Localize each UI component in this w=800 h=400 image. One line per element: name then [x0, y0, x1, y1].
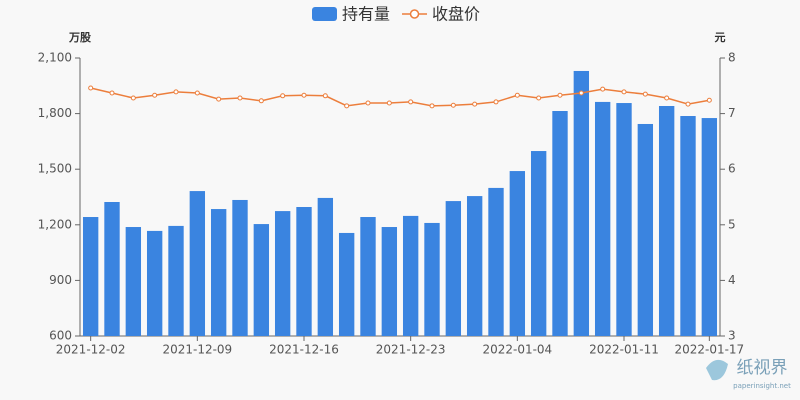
y-tick-label: 900	[49, 273, 72, 287]
y2-tick-label: 4	[728, 273, 736, 287]
price-point	[664, 95, 670, 101]
bar	[445, 201, 462, 336]
bar	[338, 232, 355, 336]
price-point	[216, 96, 222, 102]
y2-tick-label: 8	[728, 51, 736, 65]
bar	[680, 116, 696, 336]
watermark-name: 纸视界	[737, 358, 788, 378]
bar	[573, 70, 590, 337]
price-point	[386, 100, 392, 106]
bar	[253, 224, 270, 336]
price-point	[450, 102, 456, 108]
legend-label: 持有量	[342, 5, 390, 24]
legend-swatch-point	[409, 9, 420, 19]
price-point	[301, 92, 307, 98]
y2-tick-label: 7	[728, 106, 736, 120]
bar	[360, 217, 376, 336]
bar	[146, 230, 163, 336]
y2-tick-label: 5	[728, 217, 736, 231]
price-point	[194, 90, 200, 96]
y2-tick-label: 3	[728, 329, 736, 343]
y-tick-label: 1,800	[38, 106, 72, 120]
x-tick-label: 2021-12-02	[56, 343, 126, 357]
y-axis-label: 万股	[68, 31, 92, 44]
bar	[104, 202, 120, 336]
bar	[488, 187, 504, 336]
bar	[424, 222, 440, 336]
bar	[232, 199, 248, 336]
bar	[296, 207, 312, 336]
y-tick-label: 600	[49, 329, 72, 343]
legend-label: 收盘价	[432, 5, 480, 24]
bar	[381, 227, 398, 336]
price-point	[578, 90, 584, 96]
bar	[168, 225, 184, 336]
price-point	[514, 92, 520, 98]
price-line	[90, 87, 710, 107]
watermark-logo	[706, 359, 728, 381]
price-point	[600, 86, 606, 92]
price-point	[280, 93, 286, 99]
bar	[509, 171, 526, 336]
bar	[530, 151, 547, 336]
price-point	[130, 95, 136, 101]
price-point	[237, 95, 243, 101]
bar	[82, 217, 99, 336]
price-point	[344, 103, 350, 109]
price-point	[408, 99, 414, 105]
bar	[658, 106, 675, 336]
price-point	[557, 92, 563, 98]
price-point	[536, 95, 542, 101]
x-tick-label: 2021-12-09	[162, 343, 232, 357]
y-tick-label: 1,200	[38, 217, 72, 231]
price-point	[258, 98, 264, 104]
price-point	[706, 97, 712, 103]
x-tick-label: 2022-01-04	[482, 343, 552, 357]
bar	[210, 209, 227, 336]
price-point	[685, 101, 691, 107]
price-point	[152, 92, 158, 98]
price-point	[429, 103, 435, 109]
bar	[701, 118, 718, 336]
bar	[317, 197, 334, 336]
price-point	[88, 85, 94, 91]
bar	[402, 215, 419, 336]
bar	[274, 211, 291, 336]
price-point	[365, 100, 371, 106]
price-point	[322, 93, 328, 99]
price-point	[109, 90, 115, 96]
price-point	[493, 99, 499, 105]
bar	[189, 191, 206, 336]
price-point	[472, 101, 478, 107]
watermark-site: paperinsight.net	[733, 382, 791, 390]
bar	[616, 103, 632, 336]
y2-axis-label: 元	[715, 31, 726, 44]
price-point	[621, 89, 627, 95]
bar	[552, 111, 568, 336]
legend-swatch	[312, 7, 337, 21]
bar	[466, 196, 483, 336]
x-tick-label: 2021-12-16	[269, 343, 339, 357]
bar	[125, 227, 142, 336]
bar	[594, 101, 611, 336]
x-tick-label: 2021-12-23	[376, 343, 446, 357]
price-point	[173, 89, 179, 95]
y2-tick-label: 6	[728, 162, 736, 176]
x-tick-label: 2022-01-11	[589, 343, 659, 357]
x-tick-label: 2022-01-17	[674, 343, 744, 357]
y-tick-label: 1,500	[38, 162, 72, 176]
bar	[637, 123, 654, 336]
price-point	[642, 91, 648, 97]
y-tick-label: 2,100	[38, 51, 72, 65]
